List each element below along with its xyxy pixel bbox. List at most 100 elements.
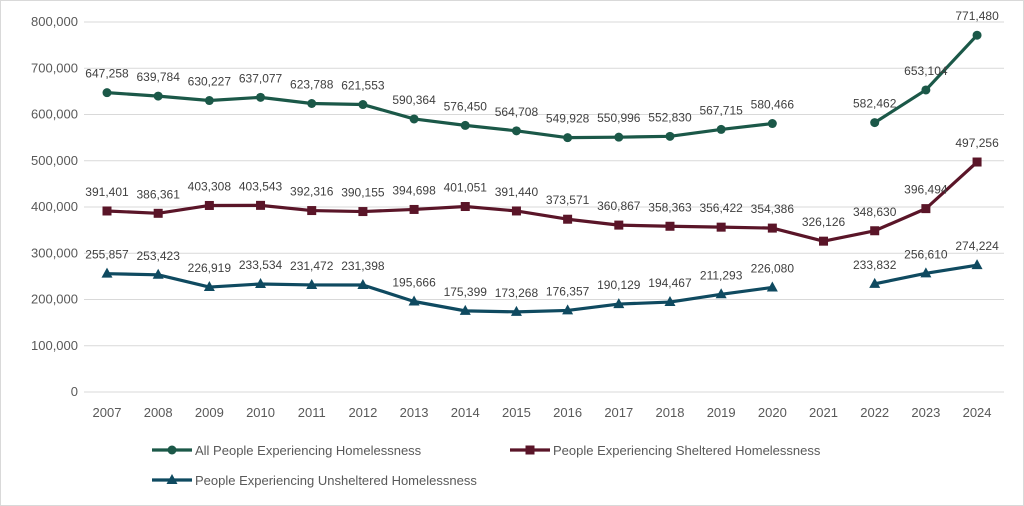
- data-point: [767, 119, 777, 129]
- x-tick-label: 2014: [451, 405, 480, 420]
- data-label: 373,571: [546, 193, 590, 207]
- data-point: [972, 157, 982, 167]
- data-label: 231,472: [290, 259, 334, 273]
- series-line: [106, 160, 979, 243]
- data-label: 567,715: [699, 103, 743, 117]
- data-label: 630,227: [188, 75, 232, 89]
- data-label: 497,256: [955, 136, 999, 150]
- data-label: 253,423: [136, 249, 180, 263]
- data-label: 176,357: [546, 284, 590, 298]
- data-point: [256, 200, 266, 210]
- data-label: 549,928: [546, 112, 590, 126]
- y-tick-label: 100,000: [31, 338, 78, 353]
- x-tick-label: 2009: [195, 405, 224, 420]
- data-label: 226,080: [751, 261, 795, 275]
- data-point: [459, 304, 471, 315]
- data-point: [102, 88, 112, 98]
- data-label: 653,104: [904, 64, 948, 78]
- data-label: 255,857: [85, 248, 129, 262]
- legend-label: People Experiencing Unsheltered Homeless…: [195, 473, 477, 488]
- data-point: [921, 85, 931, 95]
- data-point: [204, 200, 214, 210]
- data-label: 274,224: [955, 239, 999, 253]
- data-label: 358,363: [648, 200, 692, 214]
- data-point: [511, 126, 521, 136]
- data-label: 590,364: [392, 93, 436, 107]
- series-line: [106, 272, 773, 314]
- data-point: [510, 305, 522, 316]
- data-point: [101, 267, 113, 278]
- data-label: 392,316: [290, 185, 334, 199]
- data-point: [716, 222, 726, 232]
- legend-marker: [166, 474, 178, 484]
- data-point: [409, 204, 419, 214]
- data-point: [819, 236, 829, 246]
- data-label: 552,830: [648, 110, 692, 124]
- legend-marker: [525, 445, 535, 455]
- data-label: 233,534: [239, 258, 283, 272]
- data-point: [766, 281, 778, 292]
- data-label: 354,386: [751, 202, 795, 216]
- y-tick-label: 300,000: [31, 245, 78, 260]
- x-tick-label: 2008: [144, 405, 173, 420]
- data-point: [256, 92, 266, 102]
- data-point: [971, 259, 983, 270]
- data-point: [614, 220, 624, 230]
- x-tick-label: 2020: [758, 405, 787, 420]
- x-tick-label: 2023: [911, 405, 940, 420]
- x-tick-label: 2019: [707, 405, 736, 420]
- data-label: 564,708: [495, 105, 539, 119]
- legend-label: People Experiencing Sheltered Homelessne…: [553, 443, 821, 458]
- data-label: 195,666: [392, 276, 436, 290]
- data-point: [869, 277, 881, 288]
- y-tick-label: 0: [71, 384, 78, 399]
- y-tick-label: 400,000: [31, 199, 78, 214]
- data-point: [870, 118, 880, 128]
- data-point: [307, 206, 317, 216]
- x-tick-label: 2017: [604, 405, 633, 420]
- data-label: 386,361: [136, 187, 180, 201]
- data-label: 256,610: [904, 247, 948, 261]
- data-point: [613, 298, 625, 309]
- data-label: 401,051: [444, 181, 488, 195]
- data-label: 194,467: [648, 276, 692, 290]
- data-label: 190,129: [597, 278, 641, 292]
- data-label: 211,293: [700, 268, 743, 282]
- legend-label: All People Experiencing Homelessness: [195, 443, 422, 458]
- data-point: [357, 278, 369, 289]
- data-label: 637,077: [239, 71, 283, 85]
- x-tick-label: 2012: [348, 405, 377, 420]
- x-tick-label: 2024: [963, 405, 992, 420]
- data-label: 348,630: [853, 205, 897, 219]
- y-tick-label: 700,000: [31, 60, 78, 75]
- data-label: 396,494: [904, 183, 948, 197]
- data-point: [460, 202, 470, 212]
- data-label: 173,268: [495, 286, 539, 300]
- data-label: 231,398: [341, 259, 385, 273]
- data-label: 621,553: [341, 79, 385, 93]
- data-point: [562, 304, 574, 315]
- x-tick-label: 2022: [860, 405, 889, 420]
- data-point: [460, 120, 470, 130]
- data-point: [409, 114, 419, 124]
- data-point: [153, 91, 163, 101]
- data-point: [408, 295, 420, 306]
- data-label: 403,543: [239, 179, 283, 193]
- legend-marker: [167, 445, 177, 455]
- series-line: [106, 91, 773, 140]
- data-point: [203, 281, 215, 292]
- data-point: [307, 98, 317, 108]
- data-label: 771,480: [955, 9, 999, 23]
- y-tick-label: 500,000: [31, 153, 78, 168]
- data-label: 391,401: [85, 185, 129, 199]
- data-label: 390,155: [341, 186, 385, 200]
- y-tick-label: 200,000: [31, 292, 78, 307]
- data-label: 647,258: [85, 67, 129, 81]
- x-tick-label: 2021: [809, 405, 838, 420]
- data-label: 580,466: [751, 98, 795, 112]
- data-label: 576,450: [444, 99, 488, 113]
- data-label: 394,698: [392, 183, 436, 197]
- x-tick-label: 2018: [656, 405, 685, 420]
- data-point: [152, 268, 164, 279]
- x-tick-label: 2016: [553, 405, 582, 420]
